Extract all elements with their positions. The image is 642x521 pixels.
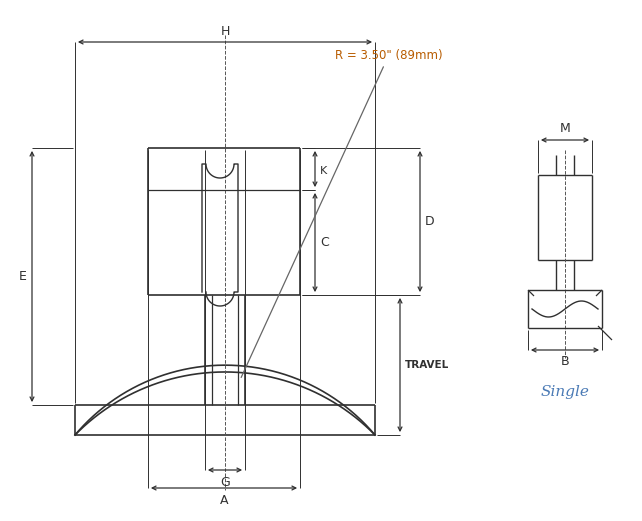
Text: H: H [220, 25, 230, 38]
Text: G: G [220, 476, 230, 489]
Text: R = 3.50" (89mm): R = 3.50" (89mm) [241, 48, 442, 377]
Text: TRAVEL: TRAVEL [405, 360, 449, 370]
Text: M: M [560, 122, 570, 135]
Text: D: D [425, 215, 435, 228]
Text: E: E [19, 270, 27, 283]
Text: B: B [560, 355, 569, 368]
Text: A: A [220, 494, 229, 507]
Text: K: K [320, 166, 327, 176]
Text: C: C [320, 236, 329, 249]
Text: Single: Single [541, 385, 589, 399]
